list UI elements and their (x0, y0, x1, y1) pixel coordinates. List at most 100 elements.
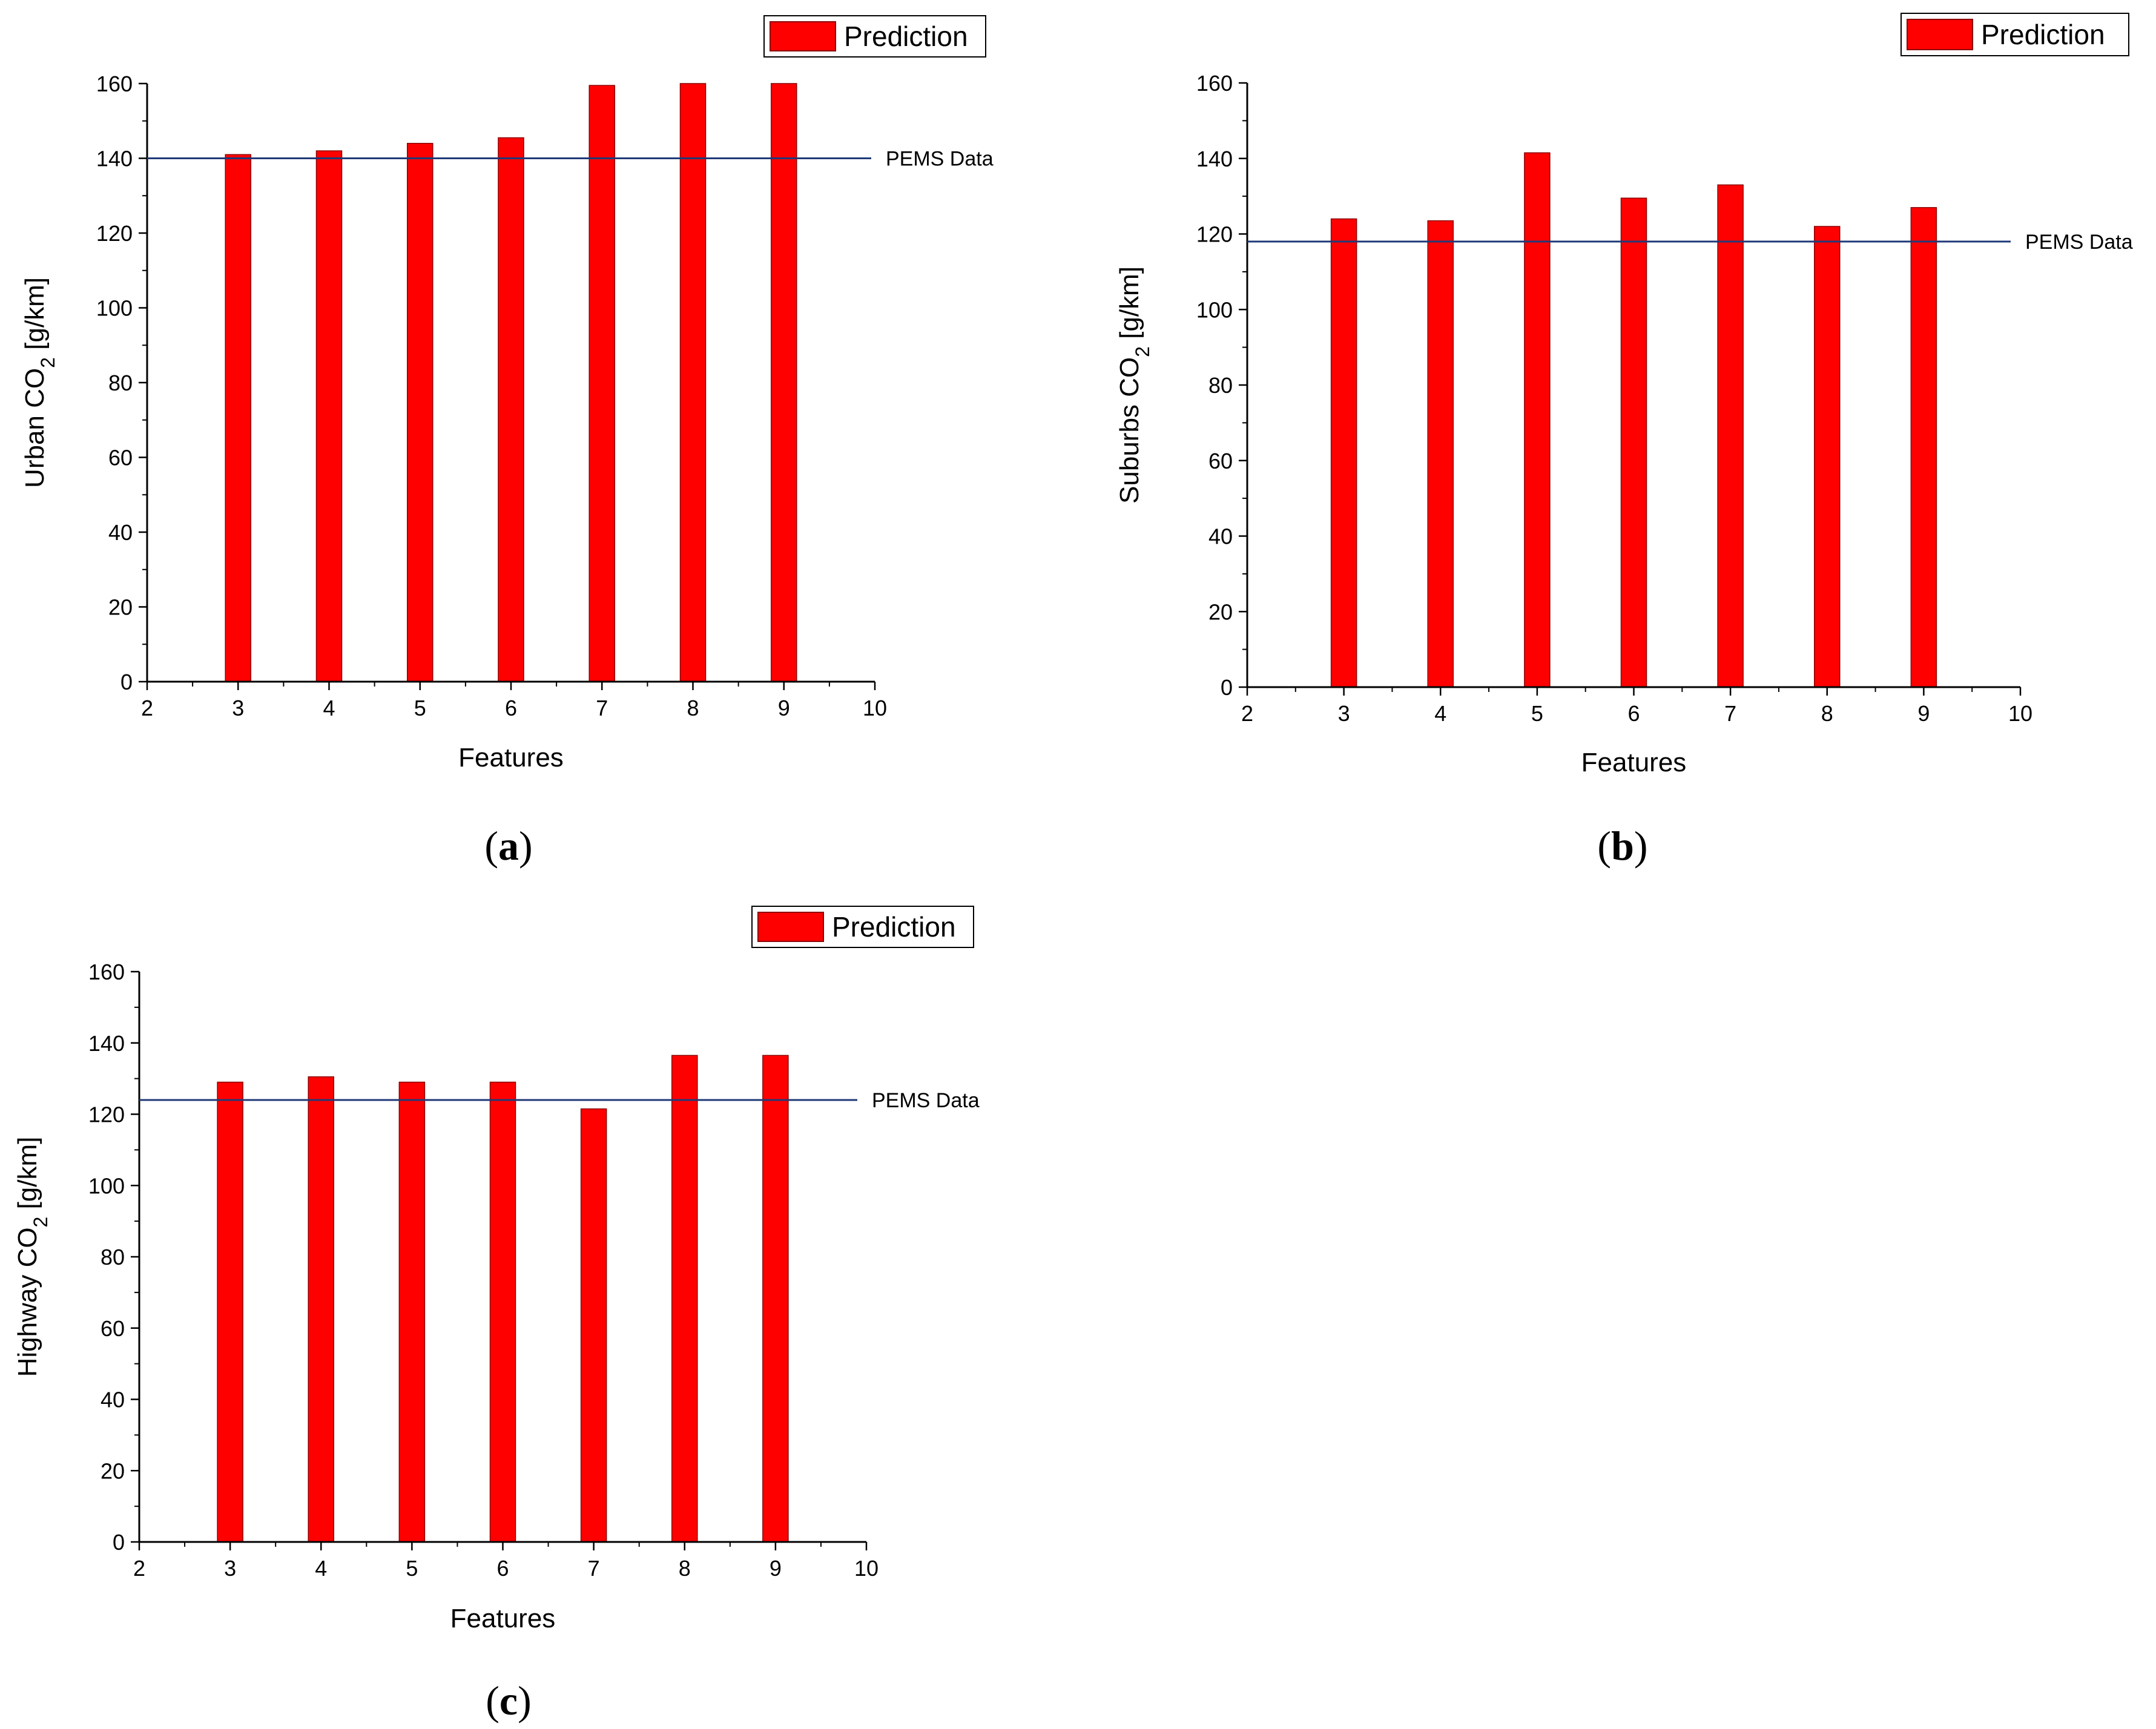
bar-feature-5 (407, 143, 434, 682)
reference-line-group: PEMS Data (139, 1089, 980, 1112)
x-tick-label: 7 (588, 1556, 600, 1581)
bar-feature-8 (1814, 226, 1841, 688)
reference-line-group: PEMS Data (1247, 231, 2133, 254)
legend-swatch (1907, 19, 1973, 50)
y-tick-label: 100 (96, 296, 133, 321)
bar-feature-7 (1717, 184, 1744, 688)
y-axis-title-main: Urban CO (20, 368, 50, 488)
y-tick-label: 100 (1196, 297, 1233, 322)
bar-feature-4 (1427, 220, 1454, 688)
bar-feature-9 (1910, 207, 1937, 688)
y-axis-title-unit: [g/km] (20, 277, 50, 357)
panel-label: (a) (484, 823, 532, 869)
legend-label: Prediction (1981, 19, 2105, 50)
bar-feature-4 (308, 1076, 334, 1543)
x-tick-label: 6 (1627, 701, 1640, 726)
y-tick-label: 140 (88, 1031, 125, 1056)
bar-feature-7 (588, 85, 615, 682)
y-tick-label: 20 (101, 1458, 125, 1483)
x-axis-title: Features (1581, 748, 1687, 777)
y-tick-label: 160 (88, 960, 125, 984)
legend-swatch (757, 912, 824, 942)
y-tick-label: 160 (96, 71, 133, 96)
y-tick-label: 40 (108, 520, 133, 545)
y-tick-label: 80 (101, 1245, 125, 1270)
legend: Prediction (1901, 13, 2129, 56)
bar-feature-5 (1524, 152, 1551, 688)
y-axis-title-subscript: 2 (1132, 346, 1153, 357)
y-axis-title-subscript: 2 (30, 1217, 51, 1228)
x-tick-label: 7 (596, 696, 608, 720)
bar-feature-6 (1620, 197, 1647, 688)
pems-data-label: PEMS Data (2025, 231, 2133, 254)
y-tick-label: 40 (101, 1388, 125, 1412)
x-tick-label: 10 (854, 1556, 879, 1581)
y-tick-label: 60 (108, 446, 133, 470)
panel-label: (b) (1597, 823, 1647, 869)
y-axis-title-main: Highway CO (13, 1227, 42, 1377)
x-tick-label: 7 (1724, 701, 1736, 726)
y-tick-label: 160 (1196, 71, 1233, 96)
pems-data-label: PEMS Data (872, 1089, 980, 1112)
y-tick-label: 20 (108, 595, 133, 620)
panel-letter: c (499, 1678, 518, 1724)
x-tick-label: 2 (133, 1556, 145, 1581)
y-tick-label: 60 (101, 1316, 125, 1341)
y-axis-title-subscript: 2 (37, 357, 59, 368)
bar-series-prediction (217, 1055, 789, 1543)
bar-feature-9 (762, 1055, 789, 1543)
pems-data-label: PEMS Data (886, 148, 994, 171)
x-tick-label: 4 (1434, 701, 1446, 726)
reference-line-group: PEMS Data (147, 148, 994, 171)
x-tick-label: 9 (1917, 701, 1930, 726)
y-tick-label: 140 (96, 147, 133, 171)
x-tick-label: 9 (778, 696, 790, 720)
panel-label: (c) (486, 1678, 532, 1724)
bar-feature-3 (225, 154, 251, 682)
bar-feature-7 (580, 1108, 607, 1543)
x-tick-label: 8 (1821, 701, 1833, 726)
x-tick-label: 10 (863, 696, 887, 720)
y-tick-label: 0 (120, 670, 133, 694)
y-axis-title-main: Suburbs CO (1115, 357, 1144, 504)
x-tick-label: 2 (1241, 701, 1253, 726)
x-tick-label: 6 (505, 696, 517, 720)
x-tick-label: 10 (2008, 701, 2032, 726)
x-tick-label: 2 (141, 696, 153, 720)
x-tick-label: 9 (770, 1556, 782, 1581)
panel-letter: b (1611, 823, 1634, 869)
bar-feature-5 (398, 1081, 426, 1543)
x-tick-label: 5 (406, 1556, 418, 1581)
legend: Prediction (751, 906, 974, 948)
x-tick-label: 3 (232, 696, 244, 720)
y-tick-label: 120 (1196, 222, 1233, 247)
y-tick-label: 0 (113, 1530, 125, 1555)
y-axis-title-unit: [g/km] (1115, 266, 1144, 346)
panel-letter: a (498, 823, 519, 869)
bar-feature-8 (679, 83, 707, 682)
bar-feature-4 (315, 150, 343, 682)
y-tick-label: 20 (1208, 599, 1233, 624)
x-tick-label: 3 (1338, 701, 1350, 726)
y-tick-label: 120 (88, 1102, 125, 1127)
legend-label: Prediction (832, 911, 956, 943)
y-tick-label: 60 (1208, 449, 1233, 473)
y-axis-title: Urban CO2 [g/km] (20, 277, 59, 488)
x-tick-label: 8 (679, 1556, 691, 1581)
y-tick-label: 40 (1208, 524, 1233, 549)
bar-feature-6 (489, 1081, 516, 1543)
y-tick-label: 100 (88, 1173, 125, 1198)
bar-feature-8 (671, 1055, 698, 1543)
y-tick-label: 80 (108, 370, 133, 395)
y-tick-label: 0 (1221, 675, 1233, 700)
x-tick-label: 3 (224, 1556, 236, 1581)
y-axis-title: Suburbs CO2 [g/km] (1115, 266, 1153, 504)
y-tick-label: 120 (96, 221, 133, 246)
